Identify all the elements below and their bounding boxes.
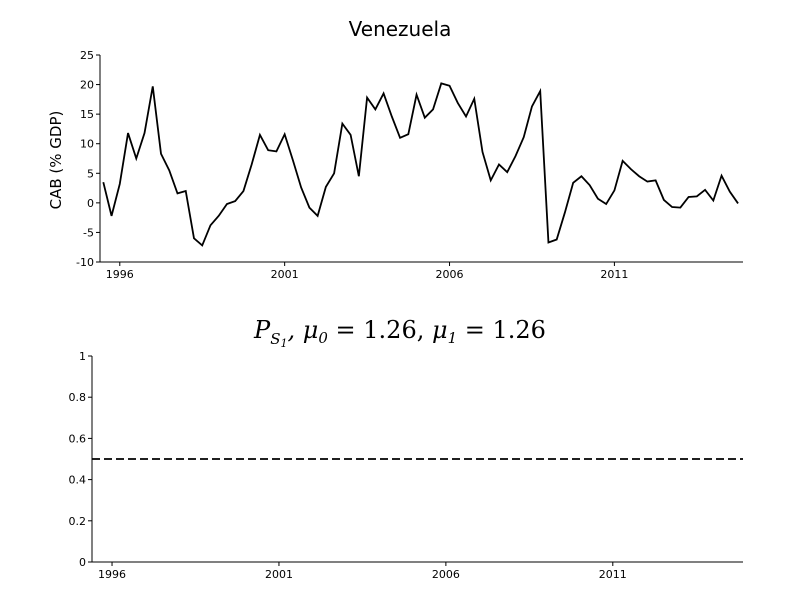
y-tick-label: 25 <box>80 49 94 62</box>
y-tick-label: -10 <box>76 256 94 269</box>
x-tick-label: 2001 <box>265 568 293 581</box>
title-mu1-subscript: 1 <box>448 329 458 347</box>
y-tick-label: 0.6 <box>69 432 87 445</box>
y-axis-label: CAB (% GDP) <box>47 111 65 210</box>
y-tick-label: 0.4 <box>69 474 87 487</box>
title-mu1-value: = 1.26 <box>457 316 546 344</box>
cab-chart: Venezuela CAB (% GDP) -10 -5 0 5 10 15 20 25 19… <box>47 17 743 281</box>
title-mu1: μ <box>432 316 448 344</box>
x-tick-label: 2006 <box>436 268 464 281</box>
y-tick-label: 0 <box>87 197 94 210</box>
title-p-subsubscript: 1 <box>280 337 287 350</box>
y-tick-label: 0.8 <box>69 391 87 404</box>
x-tick-label: 1996 <box>106 268 134 281</box>
x-tick-label: 2011 <box>600 268 628 281</box>
title-comma: , <box>287 316 302 344</box>
y-tick-label: 5 <box>87 167 94 180</box>
y-tick-label: 0.2 <box>69 515 87 528</box>
y-tick-label: 10 <box>80 138 94 151</box>
probability-chart-title: PS1, μ0 = 1.26, μ1 = 1.26 <box>253 316 546 350</box>
title-p: P <box>253 316 271 344</box>
cab-series-line <box>102 82 739 247</box>
y-tick-label: 20 <box>80 79 94 92</box>
x-axis: 1996 2001 2006 2011 <box>92 561 743 581</box>
y-axis: -10 -5 0 5 10 15 20 25 <box>76 49 101 269</box>
title-mu0-value: = 1.26, <box>328 316 432 344</box>
x-axis: 1996 2001 2006 2011 <box>100 261 743 281</box>
y-tick-label: 0 <box>79 556 86 569</box>
x-tick-label: 2011 <box>599 568 627 581</box>
x-tick-label: 2001 <box>271 268 299 281</box>
probability-chart: PS1, μ0 = 1.26, μ1 = 1.26 00.20.40.60.81… <box>69 316 743 581</box>
title-p-subscript: S <box>270 330 280 348</box>
title-mu0: μ <box>303 316 319 344</box>
chart-title: Venezuela <box>349 17 452 41</box>
y-tick-label: 15 <box>80 108 94 121</box>
x-tick-label: 1996 <box>98 568 126 581</box>
y-tick-label: -5 <box>83 226 94 239</box>
title-mu0-subscript: 0 <box>318 329 328 347</box>
x-tick-label: 2006 <box>432 568 460 581</box>
y-tick-label: 1 <box>79 350 86 363</box>
y-axis: 0 0.2 0.4 0.6 0.8 1 <box>69 350 93 569</box>
